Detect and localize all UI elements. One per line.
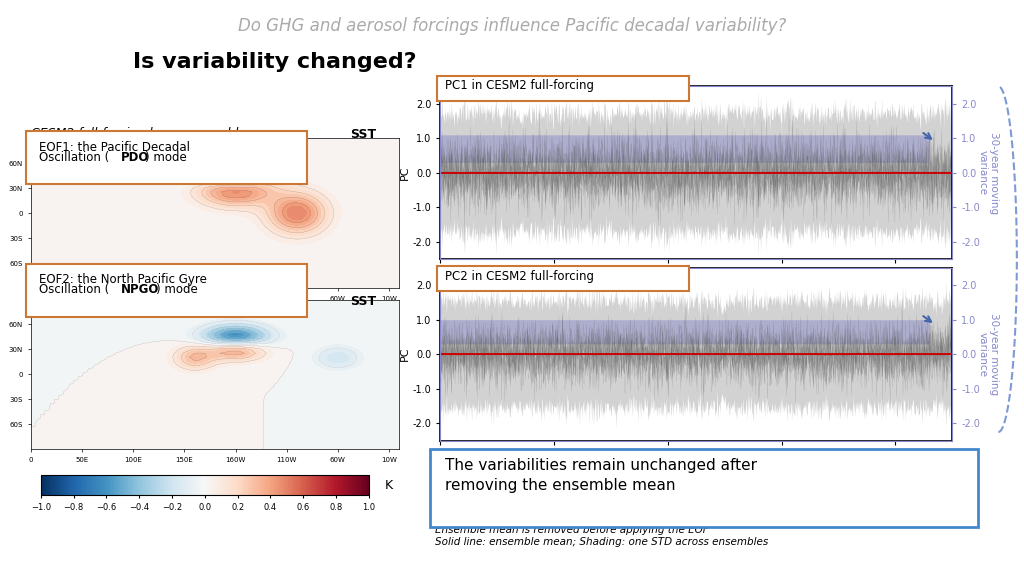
Text: PDO: PDO — [121, 151, 150, 165]
Text: PC2 in CESM2 full-forcing: PC2 in CESM2 full-forcing — [445, 270, 595, 283]
Text: K: K — [385, 479, 393, 492]
Text: ) mode: ) mode — [145, 151, 187, 165]
Text: Oscillation (: Oscillation ( — [39, 283, 110, 297]
Text: EOF1: the Pacific Decadal
Oscillation (: EOF1: the Pacific Decadal Oscillation ( — [39, 135, 189, 164]
Y-axis label: PC: PC — [399, 347, 410, 362]
Text: CESM2 full-forcing large ensemble: CESM2 full-forcing large ensemble — [31, 127, 246, 140]
Text: ) mode: ) mode — [156, 283, 198, 297]
Text: Is variability changed?: Is variability changed? — [133, 52, 417, 72]
Text: Do GHG and aerosol forcings influence Pacific decadal variability?: Do GHG and aerosol forcings influence Pa… — [238, 17, 786, 35]
Text: 30-year moving
variance: 30-year moving variance — [977, 132, 999, 214]
Text: NPGO: NPGO — [121, 283, 159, 297]
Text: EOF1: the Pacific Decadal: EOF1: the Pacific Decadal — [39, 141, 189, 154]
Text: Solid line: ensemble mean; Shading: one STD across ensembles: Solid line: ensemble mean; Shading: one … — [435, 537, 768, 547]
Text: EOF1: the Pacific Decadal
Oscillation (: EOF1: the Pacific Decadal Oscillation ( — [39, 135, 189, 164]
Text: Oscillation (: Oscillation ( — [39, 151, 110, 165]
Text: Ensemble mean is removed before applying the EOF: Ensemble mean is removed before applying… — [435, 525, 709, 535]
Text: SST: SST — [350, 295, 377, 308]
Text: 30-year moving
variance: 30-year moving variance — [977, 313, 999, 395]
Text: The variabilities remain unchanged after
removing the ensemble mean: The variabilities remain unchanged after… — [445, 458, 758, 492]
Y-axis label: PC: PC — [399, 165, 410, 180]
Text: SST: SST — [350, 128, 377, 141]
Text: PC1 in CESM2 full-forcing: PC1 in CESM2 full-forcing — [445, 79, 595, 93]
Text: EOF2: the North Pacific Gyre: EOF2: the North Pacific Gyre — [39, 273, 207, 286]
